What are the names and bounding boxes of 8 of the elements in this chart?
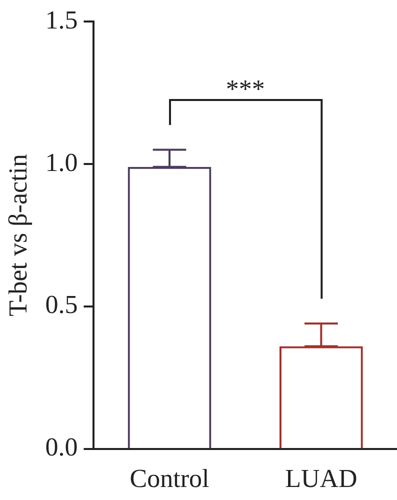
y-axis-title: T-bet vs β-actin [3,154,32,316]
y-tick-label: 1.5 [45,5,78,34]
y-tick-label: 0.5 [45,290,78,320]
y-tick-label: 0.0 [45,432,78,462]
x-tick-label: Control [130,464,210,494]
x-tick-label: LUAD [285,464,358,494]
y-tick-label: 1.0 [45,148,78,177]
annotation: *** [226,74,265,104]
